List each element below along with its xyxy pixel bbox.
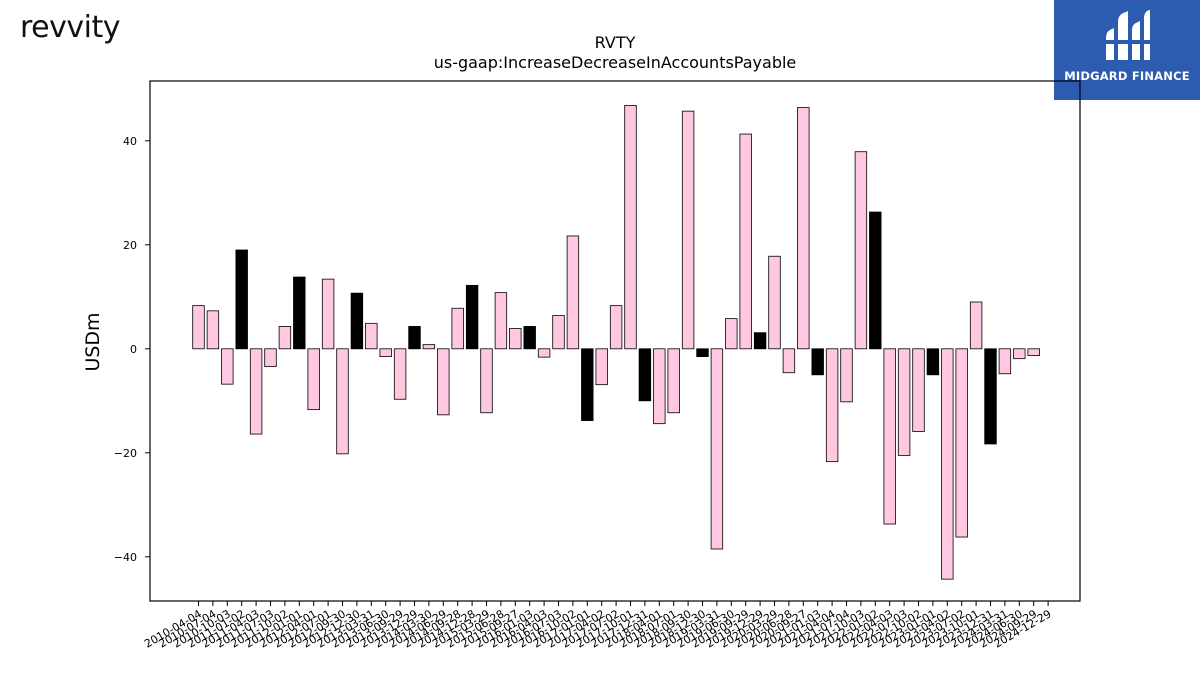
bar	[480, 348, 493, 414]
y-axis-label: USDm	[82, 312, 104, 371]
chart-subtitle: us-gaap:IncreaseDecreaseInAccountsPayabl…	[434, 53, 797, 72]
bar	[883, 348, 896, 525]
bar	[422, 344, 436, 350]
bar	[696, 348, 709, 357]
y-tick-label: −20	[114, 447, 137, 460]
bar	[350, 292, 364, 350]
bar	[221, 348, 234, 385]
bar	[509, 328, 522, 350]
revvity-logo: revvity	[20, 10, 121, 45]
bar	[595, 348, 608, 386]
bar	[379, 348, 392, 357]
y-tick-label: 0	[130, 343, 137, 356]
bar	[840, 348, 853, 403]
bar	[768, 255, 781, 350]
bar	[566, 235, 580, 350]
bar	[912, 348, 925, 432]
brand-name: MIDGARD FINANCE	[1064, 69, 1190, 83]
bar	[753, 332, 767, 350]
bar	[638, 348, 652, 402]
bar	[624, 105, 637, 350]
bar	[537, 348, 551, 358]
x-axis: 2010-04-042010-07-042010-10-032011-01-02…	[142, 601, 1054, 651]
bar	[725, 318, 738, 350]
bar	[278, 326, 292, 350]
bar	[869, 211, 882, 350]
bar	[249, 348, 263, 435]
midgard-emblem-icon	[1104, 10, 1152, 60]
bar	[811, 348, 824, 376]
bar	[437, 348, 450, 416]
bar	[293, 276, 306, 350]
bar	[581, 348, 594, 421]
chart-title: RVTY	[595, 33, 636, 52]
bar	[926, 348, 940, 376]
bar	[969, 301, 983, 350]
bar	[667, 348, 680, 414]
bar	[984, 348, 997, 445]
bar	[681, 110, 695, 350]
bar	[365, 322, 378, 350]
bar	[797, 107, 810, 350]
bar	[955, 348, 968, 538]
bar	[235, 249, 248, 350]
bar	[998, 348, 1012, 375]
bar	[897, 348, 911, 456]
bar	[264, 348, 277, 367]
y-tick-label: 20	[123, 239, 137, 252]
bar	[393, 348, 407, 400]
bar	[1013, 348, 1026, 360]
bar	[552, 315, 565, 350]
bar	[710, 348, 724, 550]
bar	[451, 307, 464, 350]
bar	[653, 348, 666, 425]
y-axis: −40 −20 0 20 40	[114, 135, 150, 564]
bar	[739, 133, 752, 350]
bar	[609, 305, 623, 350]
bar	[465, 284, 479, 350]
bar	[307, 348, 320, 411]
bar	[782, 348, 796, 374]
bar	[408, 326, 421, 350]
bars-group	[192, 105, 1040, 580]
bar	[206, 310, 220, 350]
bar	[523, 326, 536, 350]
bar	[825, 348, 839, 463]
bar	[192, 305, 205, 350]
bar	[854, 151, 868, 350]
y-tick-label: −40	[114, 551, 137, 564]
midgard-finance-logo: MIDGARD FINANCE	[1054, 0, 1200, 100]
bar	[941, 348, 954, 580]
plot-frame	[149, 80, 1081, 602]
y-tick-label: 40	[123, 135, 137, 148]
bar	[321, 278, 335, 350]
bar	[336, 348, 349, 455]
bar	[494, 292, 508, 350]
bar	[1027, 348, 1040, 356]
